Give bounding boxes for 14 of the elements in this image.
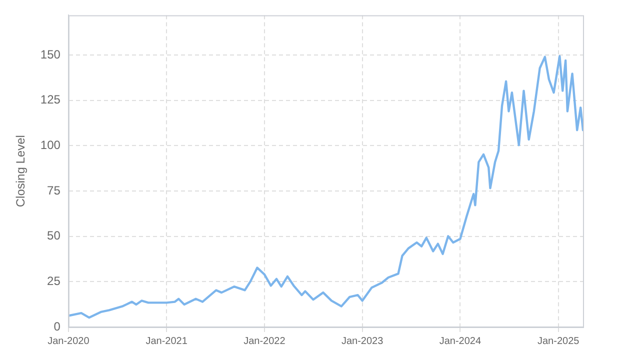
y-tick-label: 125 [40,92,61,107]
x-tick-label: Jan-2022 [244,336,286,347]
y-axis-title: Closing Level [14,135,28,208]
y-tick-label: 100 [40,138,61,152]
x-tick-label: Jan-2020 [48,336,90,347]
y-tick-label: 150 [40,47,61,62]
x-tick-label: Jan-2023 [341,336,384,347]
x-tick-label: Jan-2025 [537,336,580,347]
y-tick-label: 0 [54,319,61,334]
y-tick-label: 25 [47,274,61,288]
y-tick-label: 50 [47,228,61,243]
y-tick-label: 75 [47,183,61,198]
x-tick-label: Jan-2024 [439,336,482,347]
x-tick-label: Jan-2021 [146,336,188,347]
